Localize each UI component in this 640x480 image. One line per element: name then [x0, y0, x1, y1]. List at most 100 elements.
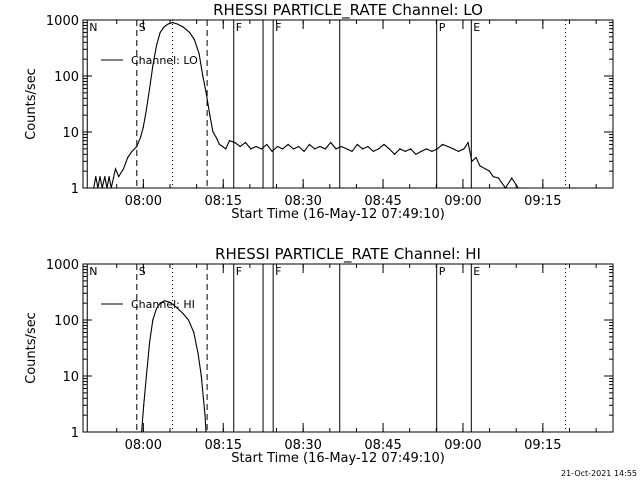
- data-point: [340, 145, 342, 148]
- data-point: [202, 75, 204, 77]
- data-point: [255, 145, 257, 148]
- data-point: [177, 307, 179, 310]
- data-point: [420, 150, 422, 153]
- data-point: [114, 168, 117, 170]
- data-point: [266, 143, 268, 146]
- x-tick-label: 09:00: [444, 438, 481, 453]
- data-point: [221, 145, 224, 148]
- data-point: [205, 431, 207, 433]
- x-axis-label: Start Time (16-May-12 07:49:10): [231, 451, 445, 466]
- data-point: [188, 31, 191, 34]
- data-point: [388, 148, 390, 150]
- data-point: [106, 187, 108, 189]
- data-point: [97, 187, 99, 189]
- data-point: [152, 65, 154, 67]
- series-line: [141, 300, 207, 433]
- data-point: [431, 150, 433, 153]
- data-point: [351, 150, 353, 153]
- data-point: [228, 140, 231, 142]
- data-point: [471, 160, 473, 162]
- data-point: [244, 141, 247, 144]
- data-point: [479, 165, 481, 167]
- data-point: [504, 187, 507, 189]
- chart-title: RHESSI PARTICLE_RATE Channel: HI: [215, 245, 481, 264]
- data-point: [142, 126, 144, 129]
- event-marker-label: S: [139, 21, 146, 34]
- data-point: [159, 31, 161, 34]
- data-point: [282, 148, 284, 150]
- data-point: [155, 44, 158, 47]
- data-point: [202, 397, 204, 399]
- event-marker-label: N: [89, 21, 97, 34]
- event-marker-label: P: [439, 265, 446, 278]
- data-point: [511, 177, 513, 179]
- data-point: [239, 145, 241, 148]
- x-tick-label: 09:15: [524, 438, 561, 453]
- data-point: [308, 143, 310, 146]
- series-line: [93, 22, 524, 189]
- data-point: [182, 26, 184, 28]
- x-tick-label: 09:15: [524, 194, 561, 209]
- data-point: [287, 143, 289, 146]
- data-point: [362, 148, 364, 150]
- data-point: [171, 21, 174, 24]
- legend-label: Channel: LO: [131, 54, 198, 67]
- event-marker-label: F: [236, 21, 242, 34]
- data-point: [372, 150, 374, 153]
- data-point: [488, 170, 491, 172]
- data-point: [492, 175, 494, 178]
- data-point: [346, 148, 348, 150]
- y-tick-label: 1: [71, 426, 79, 441]
- data-point: [209, 114, 211, 116]
- data-point: [118, 175, 120, 178]
- event-marker-label: E: [473, 21, 480, 34]
- x-tick-label: 08:00: [125, 438, 162, 453]
- data-point: [298, 145, 300, 148]
- plot-frame: [82, 263, 614, 433]
- x-tick-label: 08:45: [364, 194, 401, 209]
- data-point: [250, 148, 252, 150]
- data-point: [99, 175, 101, 178]
- data-point: [108, 175, 110, 178]
- y-axis-label: Counts/sec: [24, 312, 39, 384]
- event-marker-label: F: [236, 265, 242, 278]
- y-tick-label: 100: [54, 70, 79, 85]
- data-point: [463, 148, 465, 150]
- data-point: [145, 375, 147, 377]
- data-point: [399, 148, 401, 150]
- data-point: [148, 341, 151, 343]
- data-point: [436, 148, 438, 150]
- legend-label: Channel: HI: [131, 298, 195, 311]
- data-point: [148, 87, 151, 90]
- data-point: [335, 148, 337, 150]
- chart-title: RHESSI PARTICLE_RATE Channel: LO: [213, 1, 483, 20]
- data-point: [145, 109, 147, 111]
- x-axis-label: Start Time (16-May-12 07:49:10): [231, 207, 445, 222]
- data-point: [367, 145, 369, 148]
- y-tick-label: 10: [62, 126, 79, 141]
- data-point: [475, 156, 477, 159]
- panel-hi-channel: RHESSI PARTICLE_RATE Channel: HI 1 10 100 10…: [24, 245, 614, 466]
- data-point: [271, 150, 273, 153]
- data-point: [425, 148, 428, 150]
- data-point: [167, 23, 169, 25]
- data-point: [110, 187, 112, 189]
- y-tick-label: 10: [62, 370, 79, 385]
- event-marker-label: F: [275, 21, 281, 34]
- data-point: [163, 26, 165, 28]
- data-point: [467, 141, 469, 144]
- data-point: [497, 177, 500, 179]
- data-point: [212, 131, 214, 133]
- event-marker-label: E: [473, 265, 480, 278]
- x-tick-label: 08:15: [205, 194, 242, 209]
- data-point: [330, 141, 332, 144]
- data-point: [139, 136, 142, 139]
- data-point: [136, 145, 138, 148]
- data-point: [523, 187, 525, 189]
- data-point: [200, 375, 202, 377]
- data-point: [127, 156, 129, 159]
- data-point: [95, 175, 97, 178]
- x-tick-label: 08:30: [284, 438, 321, 453]
- y-tick-label: 1000: [46, 258, 79, 273]
